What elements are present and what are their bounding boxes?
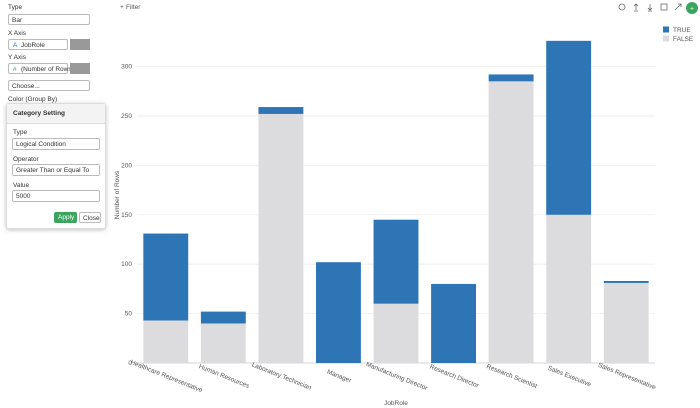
filter-plus: +: [120, 4, 124, 11]
add-icon: +: [690, 6, 694, 13]
apply-text: Apply: [58, 214, 75, 221]
add-button[interactable]: [686, 2, 698, 14]
x-axis-value: JobRole: [21, 41, 45, 49]
dialog-header: [7, 104, 105, 124]
bar: [200, 323, 246, 363]
bar: [373, 303, 419, 363]
category-dialog: Category Setting Type Logical Condition …: [6, 103, 106, 229]
y-axis-field[interactable]: # (Number of Rows): [8, 63, 74, 74]
bar: [546, 40, 592, 215]
x-axis-icon: A: [13, 41, 18, 49]
dialog-title: Category Setting: [13, 110, 66, 117]
legend-label: FALSE: [673, 36, 694, 43]
operator-value: Greater Than or Equal To: [16, 167, 90, 174]
y-axis-value: (Number of Rows): [21, 65, 74, 73]
value-text: 5000: [16, 193, 31, 200]
close-text: Close: [83, 214, 100, 222]
legend-swatch: [663, 26, 669, 33]
bar: [431, 283, 477, 363]
y-tick-label: 50: [125, 311, 133, 318]
bar: [143, 320, 189, 363]
legend-swatch: [663, 35, 669, 42]
choose-text: Choose...: [12, 82, 40, 90]
x-tick-label: Healthcare Representative: [129, 359, 203, 394]
x-tick-label: Research Director: [429, 364, 481, 390]
x-tick-label: Research Scientist: [485, 363, 538, 390]
bar: [488, 74, 534, 82]
filter-button[interactable]: Filter: [126, 4, 141, 11]
value-input[interactable]: 5000: [12, 190, 100, 202]
x-axis-menu[interactable]: [70, 39, 90, 50]
bar: [603, 282, 649, 363]
dialog-type-value: Logical Condition: [16, 141, 66, 148]
x-tick-label: Manager: [326, 369, 353, 385]
dialog-type-label: Type: [13, 129, 28, 136]
y-tick-label: 150: [121, 212, 132, 219]
y-axis-label: Y Axis: [8, 54, 26, 61]
x-axis-label: JobRole: [384, 400, 408, 407]
bar: [315, 262, 361, 363]
y-tick-label: 200: [121, 162, 132, 169]
bar: [603, 280, 649, 283]
choose-select[interactable]: Choose...: [8, 80, 90, 91]
x-tick-label: Manufacturing Director: [365, 361, 429, 392]
toolbar-icons: [618, 3, 682, 12]
x-tick-label: Sales Executive: [546, 365, 592, 389]
y-axis-menu[interactable]: [70, 63, 90, 74]
close-button[interactable]: Close: [79, 212, 101, 223]
value-label: Value: [13, 182, 30, 189]
x-tick-label: Human Resources: [198, 363, 251, 390]
operator-label: Operator: [13, 156, 39, 163]
x-tick-label: Sales Representative: [597, 362, 657, 392]
bar: [373, 219, 419, 304]
y-tick-label: 250: [121, 113, 132, 120]
bar: [258, 113, 304, 363]
apply-button[interactable]: Apply: [54, 212, 77, 223]
y-axis-label: Number of Rows: [114, 170, 121, 219]
type-select[interactable]: Bar: [8, 14, 90, 25]
y-axis-icon: #: [13, 65, 17, 73]
x-axis-label: X Axis: [8, 30, 27, 37]
operator-select[interactable]: Greater Than or Equal To: [12, 164, 100, 176]
y-tick-label: 300: [121, 64, 132, 71]
type-value: Bar: [12, 16, 23, 24]
type-label: Type: [8, 4, 23, 11]
bar: [258, 107, 304, 114]
color-label: Color (Group By): [8, 96, 58, 103]
dialog-type-select[interactable]: Logical Condition: [12, 138, 100, 150]
x-axis-field[interactable]: A JobRole: [8, 39, 68, 50]
bar: [200, 311, 246, 324]
legend-label: TRUE: [673, 27, 691, 34]
x-tick-label: Laboratory Technician: [251, 361, 313, 391]
bar: [143, 233, 189, 321]
bar: [546, 214, 592, 363]
y-tick-label: 100: [121, 261, 132, 268]
bar: [488, 81, 534, 364]
y-tick-label: 0: [128, 360, 132, 367]
